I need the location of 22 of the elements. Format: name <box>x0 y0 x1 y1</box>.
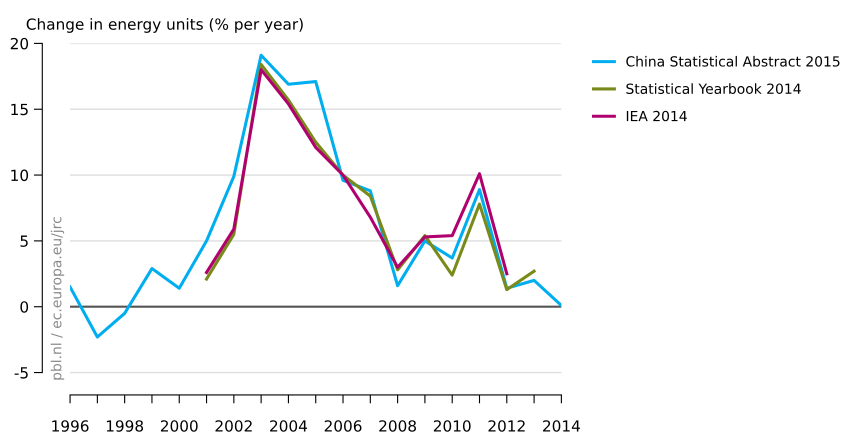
x-tick-label: 2004 <box>270 420 308 432</box>
x-tick-label: 1996 <box>52 420 89 432</box>
y-tick-label: 5 <box>20 236 28 247</box>
legend-label: Statistical Yearbook 2014 <box>626 83 801 94</box>
x-tick-label: 2000 <box>160 420 198 432</box>
y-tick-label: -5 <box>14 367 28 379</box>
x-tick-label: 2014 <box>543 420 580 432</box>
x-tick-label: 1998 <box>106 420 144 432</box>
x-tick-label: 2010 <box>434 420 471 432</box>
text: pbl.nl / ec.europa.eu/jrc <box>50 217 64 380</box>
x-tick-label: 2008 <box>379 420 416 432</box>
x-tick-label: 2006 <box>324 420 362 432</box>
x-tick-label: 2002 <box>216 420 252 432</box>
y-tick-label: 20 <box>10 38 28 50</box>
line-series <box>205 68 508 276</box>
x-tick-label: 2012 <box>488 420 525 432</box>
y-tick-label: 15 <box>11 104 28 116</box>
y-axis-title: Change in energy units (% per year) <box>26 18 303 33</box>
y-tick-label: 10 <box>11 170 28 182</box>
legend-label: China Statistical Abstract 2015 <box>626 56 840 67</box>
legend-label: IEA 2014 <box>626 110 687 122</box>
y-tick-label: 0 <box>20 301 28 313</box>
